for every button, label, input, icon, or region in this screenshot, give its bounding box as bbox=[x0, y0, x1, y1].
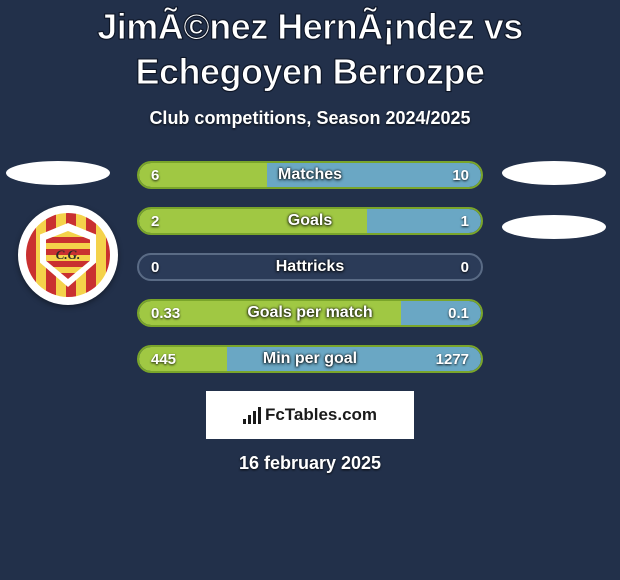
stat-label: Goals bbox=[139, 209, 481, 233]
stat-row: 610Matches bbox=[137, 161, 483, 189]
placeholder-oval bbox=[502, 215, 606, 239]
stat-bars: 610Matches 21Goals 00Hattricks 0.330.1Goals… bbox=[137, 161, 483, 373]
placeholder-oval bbox=[502, 161, 606, 185]
stat-label: Hattricks bbox=[139, 255, 481, 279]
stat-label: Matches bbox=[139, 163, 481, 187]
stat-row: 4451277Min per goal bbox=[137, 345, 483, 373]
player2-placeholder bbox=[502, 161, 612, 269]
stat-row: 0.330.1Goals per match bbox=[137, 299, 483, 327]
stat-row: 00Hattricks bbox=[137, 253, 483, 281]
stat-label: Goals per match bbox=[139, 301, 481, 325]
bars-icon bbox=[243, 406, 261, 424]
brand-text: FcTables.com bbox=[265, 405, 377, 425]
subtitle: Club competitions, Season 2024/2025 bbox=[0, 108, 620, 129]
placeholder-oval bbox=[6, 161, 110, 185]
stat-label: Min per goal bbox=[139, 347, 481, 371]
club-crest: C.G. bbox=[18, 205, 118, 305]
stat-row: 21Goals bbox=[137, 207, 483, 235]
page-title: JimÃ©nez HernÃ¡ndez vs Echegoyen Berrozp… bbox=[0, 0, 620, 94]
date-label: 16 february 2025 bbox=[0, 453, 620, 474]
comparison-area: C.G. 610Matches 21Goals 00Hattricks 0.330.1… bbox=[0, 161, 620, 474]
crest-monogram: C.G. bbox=[46, 231, 90, 279]
brand-badge[interactable]: FcTables.com bbox=[206, 391, 414, 439]
